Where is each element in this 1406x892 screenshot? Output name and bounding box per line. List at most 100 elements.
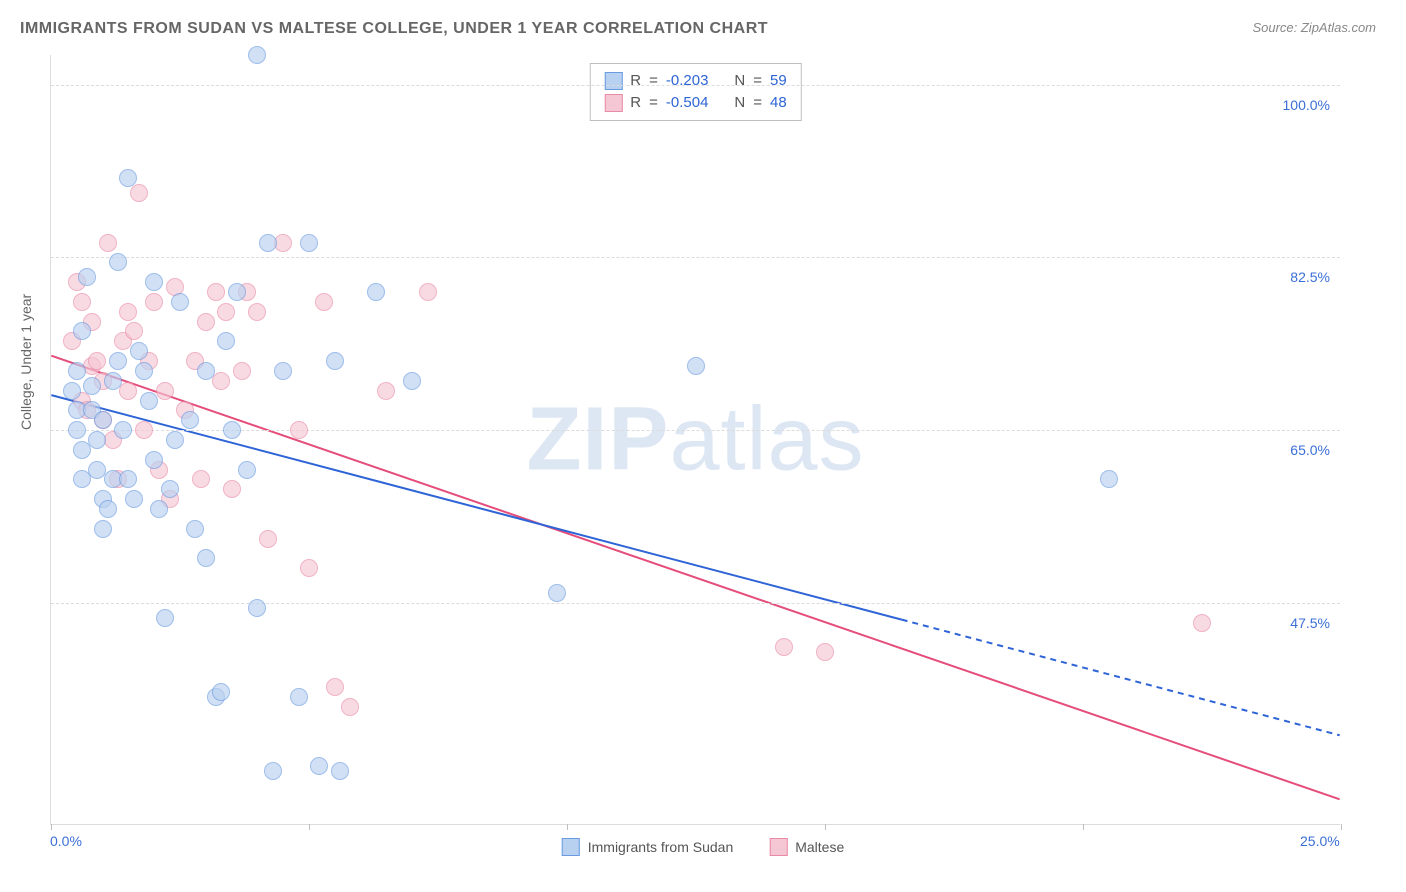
legend-stats-box: R = -0.203 N = 59 R = -0.504 N = 48 [589,63,801,121]
sudan-point [367,283,385,301]
sudan-point [78,268,96,286]
plot-area: ZIPatlas R = -0.203 N = 59 R = -0.504 N … [50,55,1340,825]
sudan-point [290,688,308,706]
maltese-point [775,638,793,656]
watermark-light: atlas [669,389,864,489]
sudan-point [197,362,215,380]
maltese-point [419,283,437,301]
maltese-point [130,184,148,202]
maltese-point [197,313,215,331]
stat-eq: = [753,92,762,114]
sudan-point [68,421,86,439]
sudan-point [212,683,230,701]
maltese-point [192,470,210,488]
maltese-point [99,234,117,252]
stat-eq: = [649,92,658,114]
x-tick [51,824,52,830]
legend-stats-row-maltese: R = -0.504 N = 48 [604,92,786,114]
sudan-point [73,322,91,340]
sudan-point [166,431,184,449]
sudan-point [135,362,153,380]
maltese-point [145,293,163,311]
sudan-point [228,283,246,301]
x-tick-label: 25.0% [1300,833,1340,849]
maltese-point [156,382,174,400]
watermark: ZIPatlas [526,388,864,491]
sudan-point [248,46,266,64]
maltese-point [217,303,235,321]
stat-eq: = [753,70,762,92]
sudan-point [88,431,106,449]
stat-n-maltese: 48 [770,92,787,114]
chart-title: IMMIGRANTS FROM SUDAN VS MALTESE COLLEGE… [20,20,768,38]
sudan-point [63,382,81,400]
sudan-point [238,461,256,479]
sudan-point [83,377,101,395]
sudan-point [161,480,179,498]
sudan-point [259,234,277,252]
sudan-point [145,273,163,291]
sudan-point [403,372,421,390]
y-tick-label: 100.0% [1283,97,1330,113]
y-axis-label: College, Under 1 year [18,294,34,430]
legend-stats-row-sudan: R = -0.203 N = 59 [604,70,786,92]
sudan-point [310,757,328,775]
source-attribution: Source: ZipAtlas.com [1252,20,1376,35]
sudan-point [1100,470,1118,488]
sudan-point [171,293,189,311]
sudan-point [217,332,235,350]
sudan-point [300,234,318,252]
maltese-point [377,382,395,400]
sudan-point [94,411,112,429]
maltese-point [341,698,359,716]
stat-eq: = [649,70,658,92]
trend-lines [51,55,1340,824]
gridline [51,603,1340,604]
x-tick [309,824,310,830]
legend-item-sudan: Immigrants from Sudan [562,838,734,856]
sudan-point [687,357,705,375]
sudan-point [68,362,86,380]
gridline [51,85,1340,86]
sudan-point [223,421,241,439]
maltese-point [135,421,153,439]
sudan-point [119,169,137,187]
stat-r-sudan: -0.203 [666,70,709,92]
maltese-point [119,303,137,321]
sudan-point [548,584,566,602]
maltese-point [300,559,318,577]
sudan-point [331,762,349,780]
swatch-maltese [604,94,622,112]
stat-label-r: R [630,92,641,114]
sudan-point [140,392,158,410]
maltese-point [259,530,277,548]
maltese-point [223,480,241,498]
sudan-point [125,490,143,508]
sudan-point [326,352,344,370]
sudan-point [186,520,204,538]
maltese-point [88,352,106,370]
maltese-point [248,303,266,321]
stat-n-sudan: 59 [770,70,787,92]
maltese-point [233,362,251,380]
watermark-bold: ZIP [526,389,669,489]
x-tick [1341,824,1342,830]
y-tick-label: 47.5% [1290,615,1330,631]
sudan-point [109,253,127,271]
maltese-point [1193,614,1211,632]
maltese-point [274,234,292,252]
maltese-point [73,293,91,311]
gridline [51,430,1340,431]
sudan-point [104,372,122,390]
legend-label-sudan: Immigrants from Sudan [588,839,734,855]
sudan-point [264,762,282,780]
maltese-point [125,322,143,340]
swatch-sudan [562,838,580,856]
sudan-point [156,609,174,627]
swatch-maltese [769,838,787,856]
sudan-point [274,362,292,380]
sudan-point [119,470,137,488]
x-tick [1083,824,1084,830]
x-tick-label: 0.0% [50,833,82,849]
legend-label-maltese: Maltese [795,839,844,855]
